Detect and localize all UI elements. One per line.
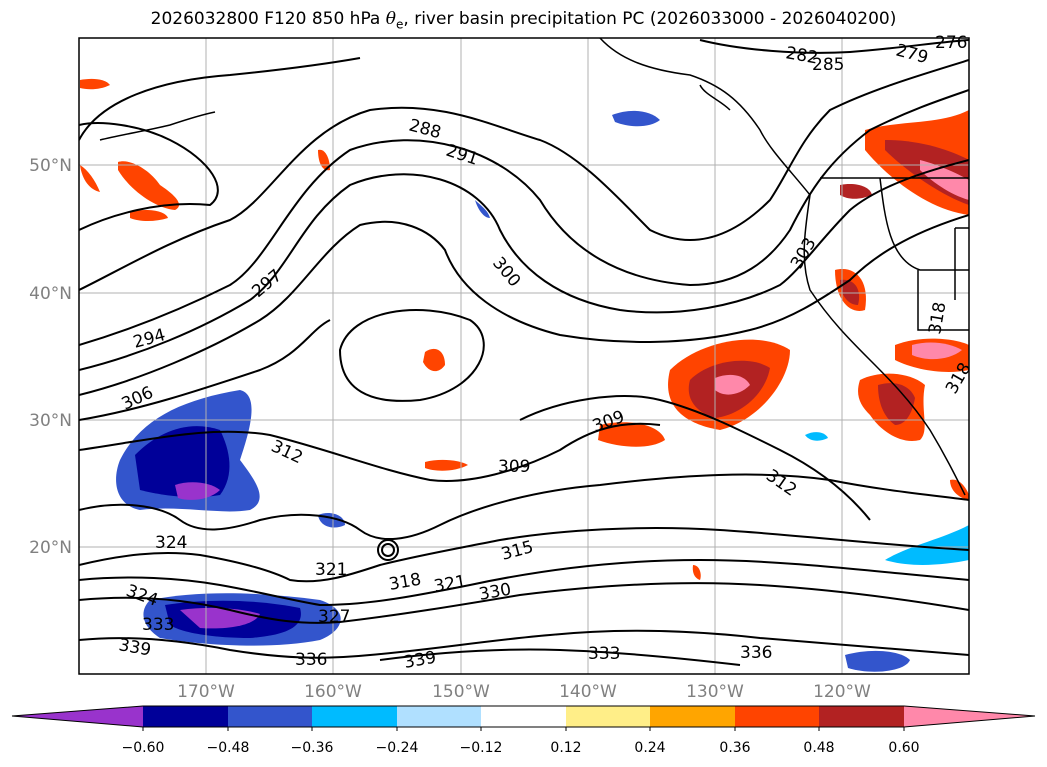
contour-label: 339	[117, 635, 152, 660]
contour-labels: 282 285 279 276 288 291 297 300 303 294 …	[117, 33, 975, 673]
colorbar-tick-label: −0.48	[207, 740, 250, 756]
colorbar-tick-label: 0.12	[550, 740, 581, 756]
contour-label: 336	[295, 650, 327, 670]
colorbar-swatch	[143, 706, 228, 727]
contour-label: 309	[498, 457, 530, 477]
contour-label: 306	[119, 383, 157, 415]
contour-label: 312	[762, 466, 800, 501]
colorbar-ticks	[142, 727, 905, 731]
coastlines	[99, 38, 969, 496]
map-area	[79, 38, 969, 674]
longitude-labels: 170°W 160°W 150°W 140°W 130°W 120°W	[177, 682, 871, 702]
lat-label: 50°N	[29, 156, 72, 176]
colorbar-tick-label: 0.24	[634, 740, 665, 756]
contour-label: 321	[315, 560, 347, 580]
gridlines	[79, 38, 969, 674]
colorbar-tick-label: 0.60	[888, 740, 919, 756]
colorbar-tick-label: 0.36	[719, 740, 750, 756]
lon-label: 160°W	[304, 682, 362, 702]
contour-label: 324	[155, 533, 187, 553]
lat-label: 40°N	[29, 284, 72, 304]
contour-label: 315	[499, 537, 536, 565]
positive-precip-shading	[80, 78, 969, 580]
lon-label: 130°W	[686, 682, 744, 702]
colorbar-swatch	[228, 706, 312, 727]
lon-label: 140°W	[559, 682, 617, 702]
colorbar-tick-label: −0.24	[376, 740, 419, 756]
latitude-labels: 50°N 40°N 30°N 20°N	[29, 156, 72, 558]
colorbar-max-extension	[904, 706, 1035, 727]
colorbar-swatch	[312, 706, 397, 727]
contour-label: 303	[787, 234, 821, 272]
colorbar-swatch	[650, 706, 735, 727]
contour-label: 333	[588, 644, 620, 664]
contour-label: 276	[935, 33, 967, 53]
colorbar-swatch	[481, 706, 566, 727]
contour-label: 330	[477, 580, 512, 605]
contour-label: 312	[268, 436, 306, 468]
contour-label: 324	[123, 581, 160, 611]
lon-label: 120°W	[813, 682, 871, 702]
contour-label: 321	[432, 572, 467, 597]
theta-e-contours	[79, 39, 969, 666]
lon-label: 170°W	[177, 682, 235, 702]
map-title: 2026032800 F120 850 hPa θe, river basin …	[150, 9, 897, 32]
colorbar-swatch	[735, 706, 819, 727]
lat-label: 20°N	[29, 538, 72, 558]
colorbar-swatch	[566, 706, 650, 727]
lon-label: 150°W	[432, 682, 490, 702]
colorbar-tick-label: −0.12	[460, 740, 503, 756]
contour-label: 336	[740, 643, 772, 663]
colorbar: −0.60 −0.48 −0.36 −0.24 −0.12 0.12 0.24 …	[11, 705, 1036, 756]
contour-label: 318	[387, 570, 422, 595]
contour-label: 333	[142, 615, 174, 635]
contour-label: 294	[131, 325, 168, 353]
colorbar-tick-label: −0.60	[122, 740, 165, 756]
colorbar-swatch	[397, 706, 481, 727]
contour-label: 285	[812, 55, 844, 75]
lat-label: 30°N	[29, 411, 72, 431]
contour-label: 327	[318, 607, 350, 627]
colorbar-min-extension	[12, 706, 143, 727]
contour-label: 339	[402, 648, 437, 673]
colorbar-swatch	[819, 706, 904, 727]
map-frame	[78, 37, 970, 675]
colorbar-tick-label: 0.48	[803, 740, 834, 756]
colorbar-tick-label: −0.36	[291, 740, 334, 756]
